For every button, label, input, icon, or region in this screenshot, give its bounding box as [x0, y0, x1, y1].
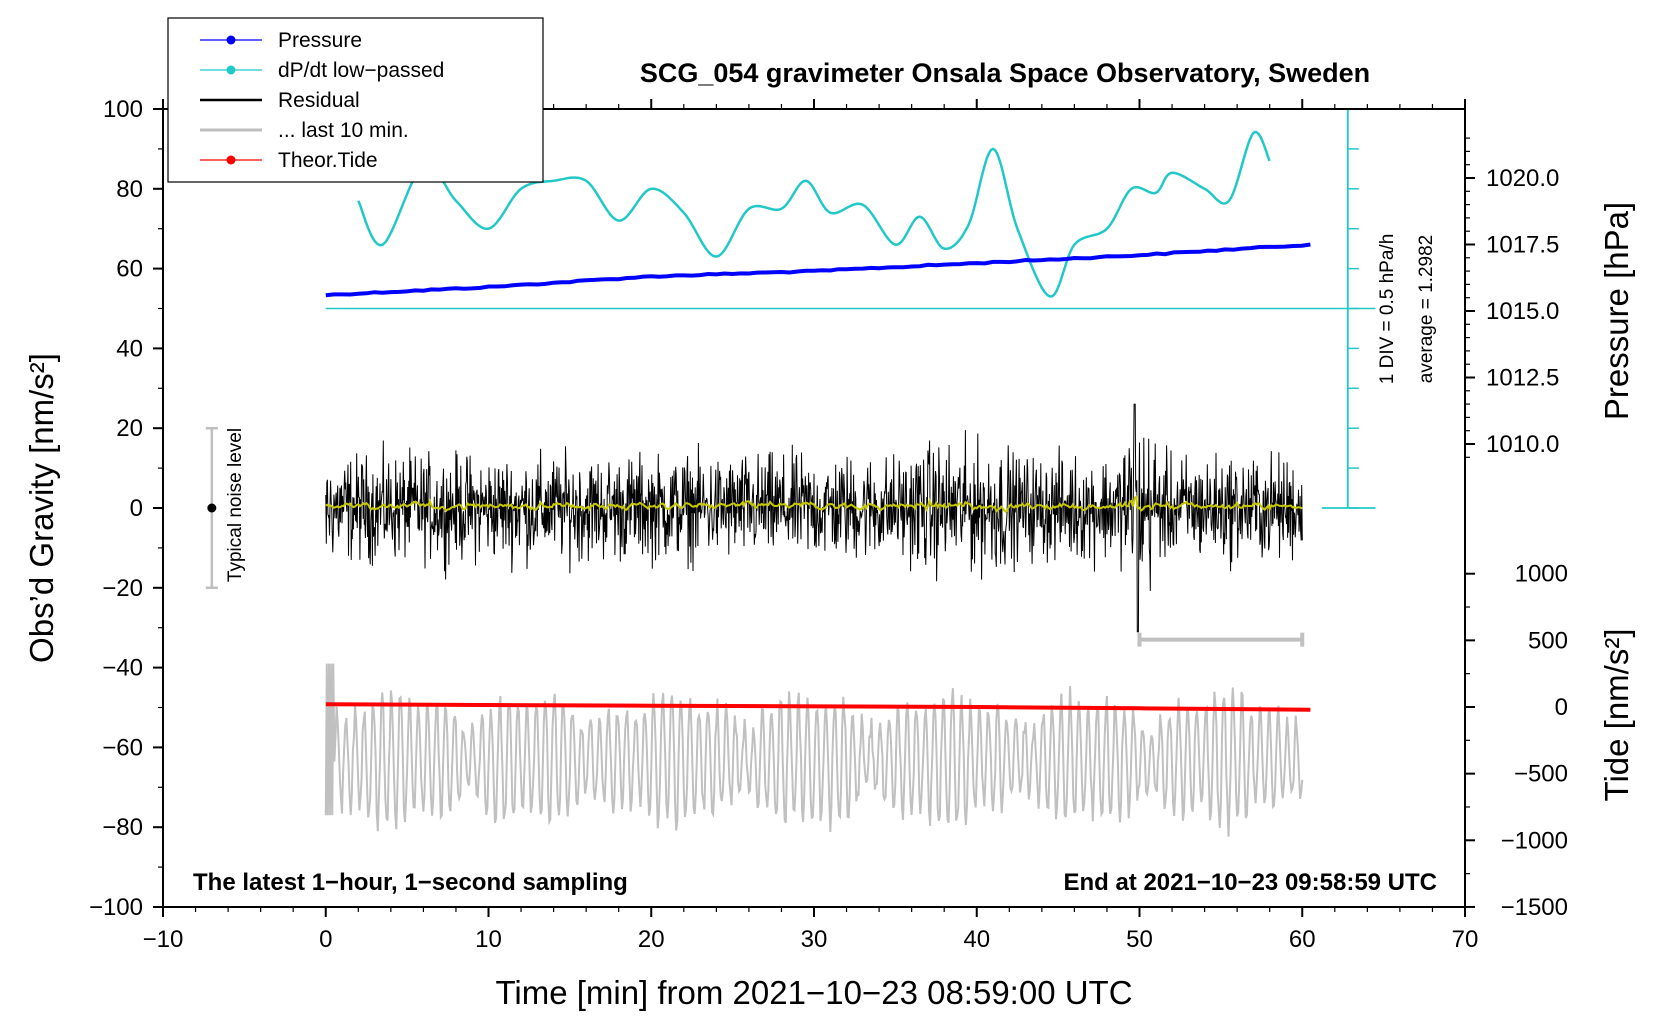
x-axis: −10 0 10 20 30 40 50 60 70 [143, 99, 1479, 953]
pressure-tick-label: 1017.5 [1486, 232, 1559, 259]
x-tick-label: −10 [143, 926, 184, 953]
legend-label: ... last 10 min. [278, 119, 409, 142]
pressure-line [325, 242, 1311, 298]
theor-tide-line [325, 702, 1311, 712]
y-axis-tide: 1000 500 0 −500 −1000 −1500 [1465, 561, 1568, 921]
div-scale-label: 1 DIV = 0.5 hPa/h [1377, 234, 1398, 385]
y-axis-title-tide: Tide [nm/s²] [1598, 629, 1635, 802]
legend: Pressure dP/dt low−passed Residual ... last… [167, 17, 544, 183]
legend-marker [226, 35, 236, 45]
noise-level-dot [207, 503, 217, 513]
average-label: average = 1.2982 [1416, 235, 1437, 383]
x-tick-label: 50 [1126, 926, 1153, 953]
noise-level-marker: Typical noise level [205, 426, 246, 590]
legend-label: dP/dt low−passed [278, 59, 444, 82]
x-tick-label: 70 [1452, 926, 1479, 953]
legend-label: Theor.Tide [278, 149, 378, 172]
y-axis-pressure: 1020.0 1017.5 1015.0 1012.5 1010.0 [1465, 137, 1559, 458]
chart-title: SCG_054 gravimeter Onsala Space Observat… [640, 58, 1370, 88]
y-tick-label: −40 [102, 655, 143, 682]
pressure-tick-label: 1010.0 [1486, 431, 1559, 458]
tide-tick-label: 0 [1555, 694, 1568, 721]
x-tick-label: 10 [475, 926, 502, 953]
y-tick-label: 40 [116, 335, 143, 362]
y-tick-label: 0 [130, 495, 143, 522]
note-end-time: End at 2021−10−23 09:58:59 UTC [1063, 869, 1437, 896]
tide-tick-label: −1500 [1501, 894, 1568, 921]
tide-tick-label: −1000 [1501, 827, 1568, 854]
pressure-tick-label: 1012.5 [1486, 365, 1559, 392]
y-tick-label: 60 [116, 256, 143, 283]
x-tick-label: 0 [319, 926, 332, 953]
x-axis-title: Time [min] from 2021−10−23 08:59:00 UTC [495, 974, 1132, 1011]
y-tick-label: 20 [116, 415, 143, 442]
noise-level-label: Typical noise level [225, 428, 246, 582]
x-tick-label: 60 [1289, 926, 1316, 953]
legend-items: Pressure dP/dt low−passed Residual ... last… [200, 29, 444, 172]
y-tick-label: −20 [102, 575, 143, 602]
pressure-tick-label: 1015.0 [1486, 298, 1559, 325]
y-tick-label: 100 [103, 96, 143, 123]
legend-marker [226, 65, 236, 75]
y-tick-label: −60 [102, 734, 143, 761]
y-tick-label: −100 [89, 894, 143, 921]
residual-smoothed-line [325, 495, 1303, 514]
last-10-min-marker [1137, 632, 1305, 647]
y-axis-gravity: 100 80 60 40 20 0 −20 −40 −60 −80 −100 [89, 96, 163, 921]
tide-tick-label: −500 [1514, 761, 1568, 788]
legend-label: Residual [278, 89, 360, 112]
tide-detail-line [324, 663, 1304, 837]
dpdt-line [357, 130, 1271, 298]
legend-label: Pressure [278, 29, 362, 52]
y-axis-title-pressure: Pressure [hPa] [1598, 202, 1635, 420]
x-tick-label: 40 [963, 926, 990, 953]
y-axis-title-gravity: Obs’d Gravity [nm/s²] [23, 353, 60, 663]
residual-line [325, 403, 1303, 633]
pressure-tick-label: 1020.0 [1486, 165, 1559, 192]
tide-tick-label: 1000 [1515, 561, 1568, 588]
legend-marker [226, 155, 236, 165]
x-tick-label: 20 [638, 926, 665, 953]
x-tick-label: 30 [801, 926, 828, 953]
y-tick-label: 80 [116, 176, 143, 203]
note-sampling: The latest 1−hour, 1−second sampling [193, 869, 628, 896]
y-tick-label: −80 [102, 814, 143, 841]
tide-tick-label: 500 [1528, 627, 1568, 654]
